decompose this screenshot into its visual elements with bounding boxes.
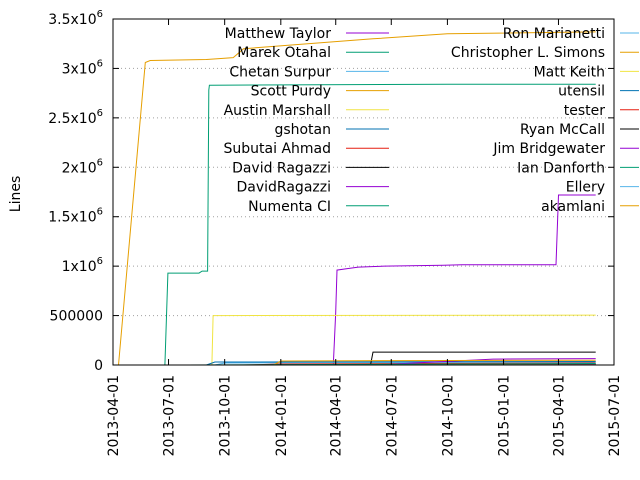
legend: Matthew Taylor Marek Otahal Chetan Surpur S… (224, 26, 639, 215)
legend-label: Austin Marshall (224, 103, 331, 119)
y-tick-exponent: 6 (97, 58, 103, 69)
series-line-5 (206, 361, 596, 366)
legend-label: Matthew Taylor (225, 26, 332, 42)
legend-label: Subutai Ahmad (224, 141, 331, 157)
x-tick-label: 2013-07-01 (162, 375, 178, 456)
y-tick-label: 3x106 (62, 58, 103, 77)
x-tick-label: 2013-04-01 (106, 375, 122, 456)
y-tick-label: 2x106 (62, 157, 103, 176)
y-tick-exponent: 6 (97, 157, 103, 168)
x-tick-label: 2014-04-01 (329, 375, 345, 456)
series-line-8 (372, 358, 596, 366)
y-tick-label: 1.5x106 (48, 207, 103, 226)
legend-label: akamlani (541, 199, 605, 215)
x-tick-label: 2013-10-01 (218, 375, 234, 456)
y-axis-label: Lines (8, 176, 24, 212)
series-line-0 (332, 194, 596, 366)
x-tick-label: 2014-10-01 (440, 375, 456, 456)
series-line-9 (164, 83, 596, 366)
y-tick-label: 2.5x106 (48, 108, 103, 127)
y-tick-label: 500000 (50, 309, 103, 325)
x-tick-labels: 2013-04-01 2013-07-01 2013-10-01 2014-01-01… (106, 375, 623, 456)
legend-label: Numenta CI (248, 199, 331, 215)
y-tick-exponent: 6 (97, 9, 103, 20)
x-tick-label: 2015-04-01 (551, 375, 567, 456)
series-line-3 (118, 31, 596, 366)
x-tick-label: 2014-01-01 (274, 375, 290, 456)
legend-label: Marek Otahal (237, 45, 331, 61)
y-tick-label: 1x106 (62, 256, 103, 275)
legend-label: Matt Keith (534, 64, 605, 80)
y-tick-label: 3.5x106 (48, 9, 103, 28)
y-tick-exponent: 6 (97, 108, 103, 119)
legend-label: Ron Marianetti (503, 26, 605, 42)
legend-label: David Ragazzi (232, 160, 331, 176)
legend-label: Jim Bridgewater (492, 141, 605, 157)
legend-label: Ian Danforth (517, 160, 605, 176)
y-tick-labels: 0 500000 1x106 1.5x106 2x106 2.5x106 3x106 3.5x… (48, 9, 103, 374)
series-line-4 (211, 314, 596, 366)
x-tick-label: 2015-07-01 (607, 375, 623, 456)
y-tick-exponent: 6 (97, 256, 103, 267)
legend-label: Ellery (566, 180, 605, 196)
legend-label: tester (564, 103, 605, 119)
legend-label: utensil (558, 84, 605, 100)
legend-label: Chetan Surpur (229, 64, 331, 80)
legend-label: Ryan McCall (520, 122, 605, 138)
legend-label: Christopher L. Simons (451, 45, 605, 61)
y-tick-exponent: 6 (97, 207, 103, 218)
series-line-2 (214, 361, 596, 366)
plot-frame (112, 18, 615, 366)
legend-label: Scott Purdy (251, 84, 331, 100)
legend-label: DavidRagazzi (237, 180, 331, 196)
x-tick-label: 2015-01-01 (497, 375, 513, 456)
y-tick-label: 0 (94, 358, 103, 374)
x-tick-label: 2014-07-01 (384, 375, 400, 456)
legend-label: gshotan (274, 122, 331, 138)
